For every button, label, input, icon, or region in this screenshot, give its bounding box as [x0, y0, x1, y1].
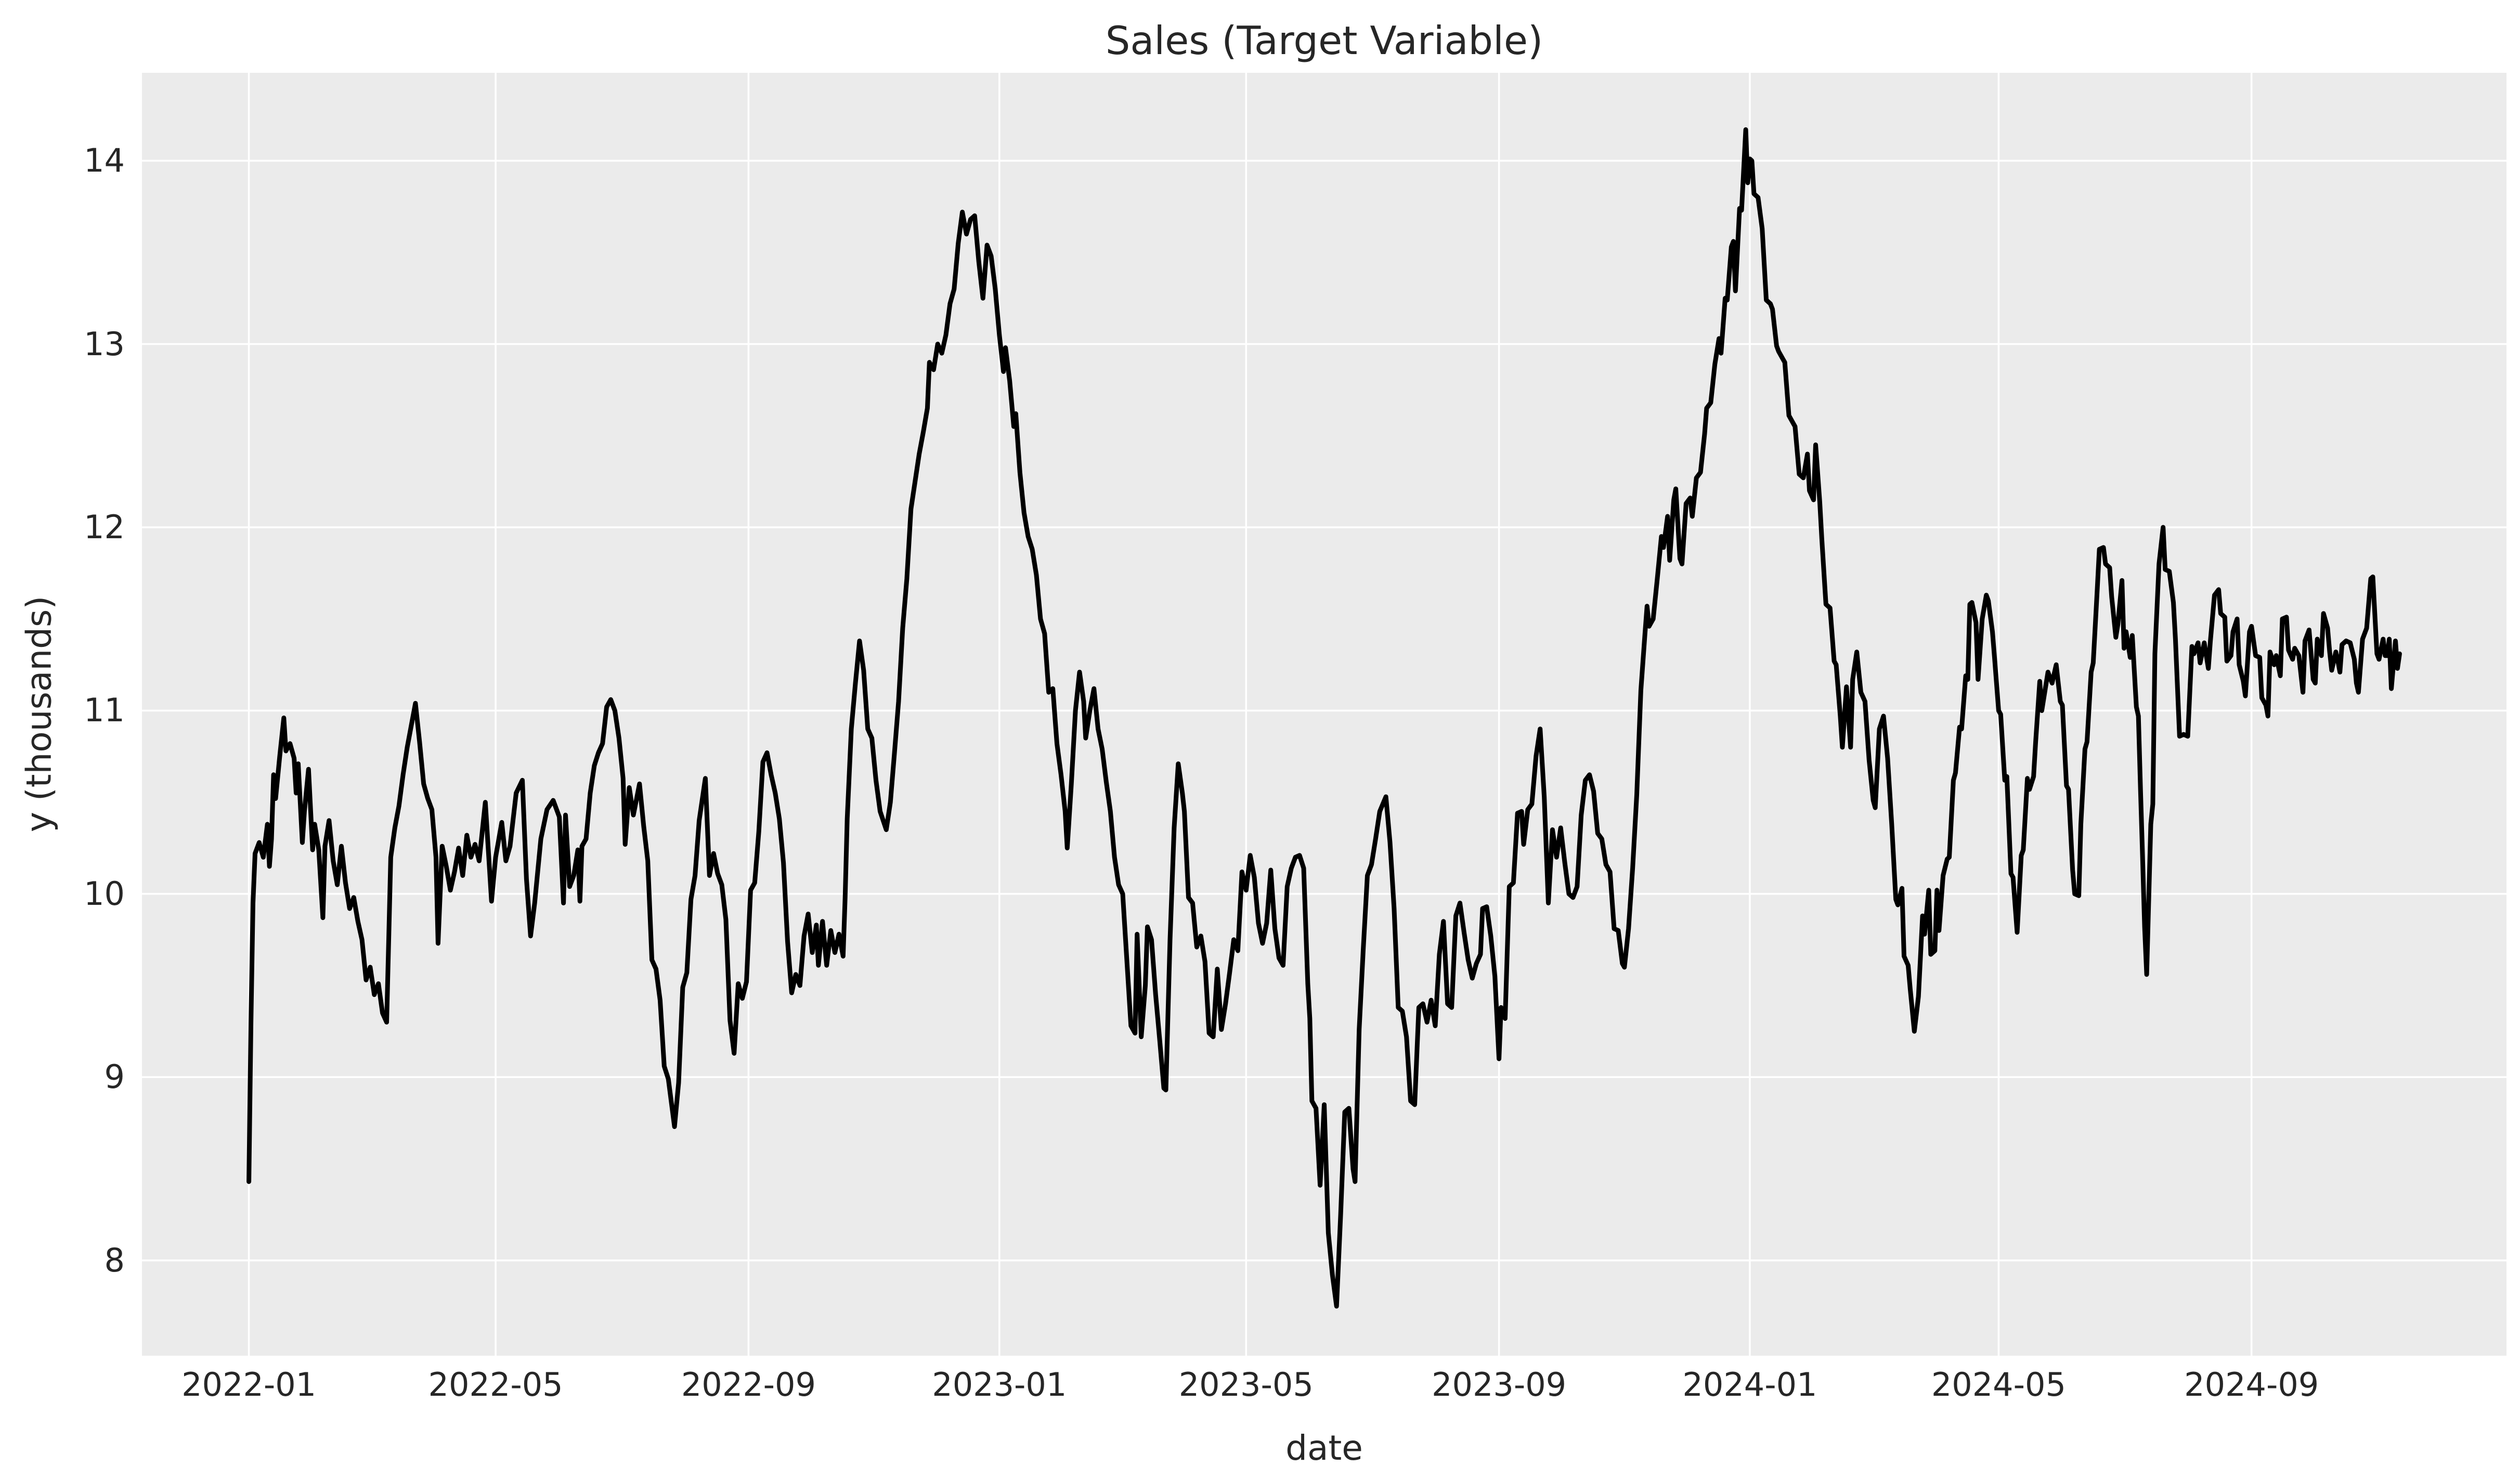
- x-tick-label: 2023-09: [1432, 1366, 1567, 1404]
- plot-area: [142, 73, 2506, 1356]
- x-axis-label: date: [1285, 1428, 1363, 1468]
- y-tick-label: 14: [84, 141, 125, 180]
- sales-line-series: [246, 127, 2402, 1309]
- vertical-gridlines: [248, 73, 2253, 1356]
- y-tick-label: 12: [84, 508, 125, 547]
- y-tick-label: 8: [104, 1241, 125, 1279]
- chart-title: Sales (Target Variable): [1105, 18, 1543, 63]
- y-tick-label: 9: [104, 1058, 125, 1096]
- x-tick-label: 2023-05: [1178, 1366, 1314, 1404]
- x-tick-label: 2024-01: [1682, 1366, 1817, 1404]
- x-tick-label: 2022-01: [181, 1366, 317, 1404]
- x-tick-label: 2022-09: [681, 1366, 816, 1404]
- x-tick-label: 2024-05: [1931, 1366, 2066, 1404]
- y-tick-label: 10: [84, 874, 125, 913]
- y-tick-label: 11: [84, 691, 125, 730]
- line-chart-svg: [142, 73, 2506, 1356]
- x-tick-label: 2023-01: [932, 1366, 1067, 1404]
- x-tick-label: 2024-09: [2184, 1366, 2319, 1404]
- y-tick-label: 13: [84, 324, 125, 363]
- x-tick-label: 2022-05: [428, 1366, 563, 1404]
